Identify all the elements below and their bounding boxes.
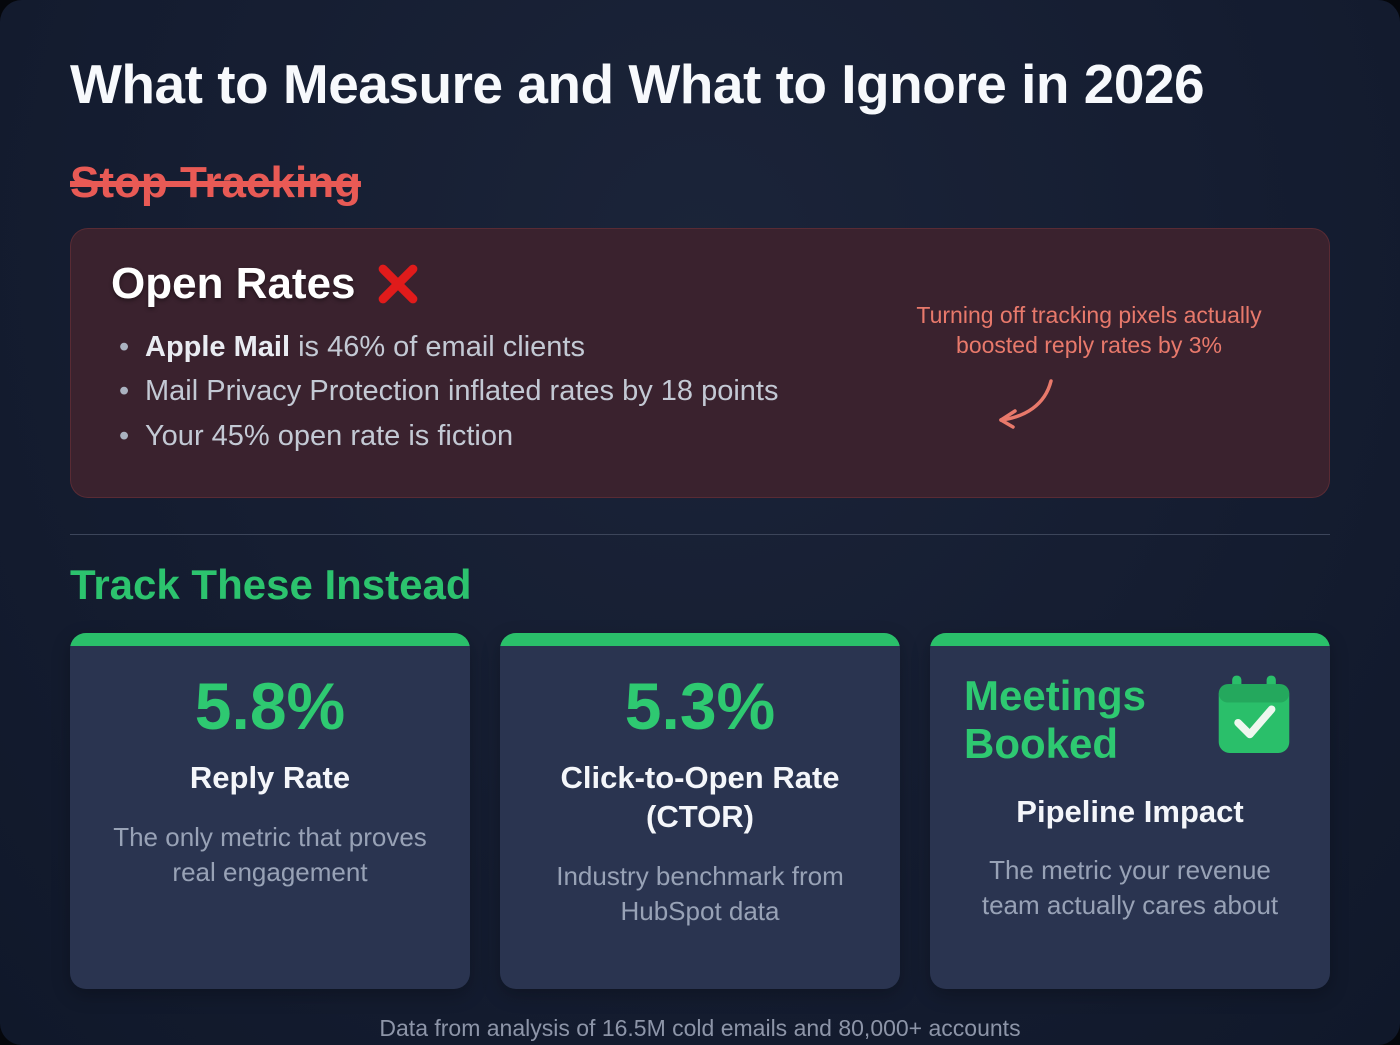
reply-rate-desc: The only metric that proves real engagem…	[113, 822, 427, 888]
open-rates-bullet-list: Apple Mail is 46% of email clients Mail …	[111, 325, 1011, 458]
card-accent-bar	[500, 633, 900, 646]
ctor-value: 5.3%	[624, 669, 776, 743]
reply-rate-value: 5.8%	[194, 669, 346, 743]
ctor-label: Click-to-Open Rate (CTOR)	[560, 760, 840, 835]
bullet-rest-text: Your 45% open rate is fiction	[145, 419, 514, 452]
bullet-mail-privacy: Mail Privacy Protection inflated rates b…	[111, 369, 1011, 414]
reply-rate-label: Reply Rate	[189, 760, 351, 796]
curved-arrow-icon	[999, 379, 1053, 429]
open-rates-title: Open Rates	[111, 259, 356, 308]
bullet-apple-mail: Apple Mail is 46% of email clients	[111, 325, 1011, 370]
track-these-heading: Track These Instead	[70, 561, 472, 608]
section-divider	[70, 534, 1330, 535]
ctor-desc: Industry benchmark from HubSpot data	[556, 860, 844, 926]
pipeline-impact-label: Pipeline Impact	[1016, 793, 1244, 829]
bullet-bold-text: Apple Mail	[145, 331, 291, 363]
meetings-booked-card: Meetings Booked Pipeline Impact The metr…	[930, 633, 1330, 989]
card-body: Meetings Booked Pipeline Impact The metr…	[930, 646, 1330, 924]
track-these-section: Track These Instead 5.8% Reply Rate The …	[70, 561, 1330, 989]
meetings-booked-value: Meetings Booked	[964, 672, 1147, 768]
tracking-pixels-annotation: Turning off tracking pixels actually boo…	[916, 302, 1262, 358]
bullet-rest-text: Mail Privacy Protection inflated rates b…	[145, 375, 779, 408]
calendar-check-icon	[1218, 675, 1290, 753]
meetings-title-row: Meetings Booked	[964, 672, 1296, 769]
stop-tracking-heading: Stop Tracking	[70, 158, 361, 207]
open-rates-card: Open Rates Apple Mail is 46% of email cl…	[70, 228, 1330, 498]
pipeline-impact-desc: The metric your revenue team actually ca…	[981, 855, 1279, 921]
stop-tracking-section: Stop Tracking Open Rates Apple Mail is 4…	[70, 116, 1330, 498]
data-source-footnote: Data from analysis of 16.5M cold emails …	[379, 1015, 1021, 1041]
bullet-rest-text: is 46% of email clients	[290, 331, 585, 363]
card-accent-bar	[70, 633, 470, 646]
bullet-open-rate-fiction: Your 45% open rate is fiction	[111, 414, 1011, 459]
card-body: 5.8% Reply Rate The only metric that pro…	[70, 646, 470, 890]
card-accent-bar	[930, 633, 1330, 646]
ctor-card: 5.3% Click-to-Open Rate (CTOR) Industry …	[500, 633, 900, 989]
metric-cards-row: 5.8% Reply Rate The only metric that pro…	[70, 633, 1330, 989]
reply-rate-card: 5.8% Reply Rate The only metric that pro…	[70, 633, 470, 989]
page-title: What to Measure and What to Ignore in 20…	[70, 53, 1205, 115]
red-x-icon	[378, 264, 417, 304]
card-body: 5.3% Click-to-Open Rate (CTOR) Industry …	[500, 646, 900, 929]
open-rates-title-row: Open Rates	[111, 259, 1289, 309]
